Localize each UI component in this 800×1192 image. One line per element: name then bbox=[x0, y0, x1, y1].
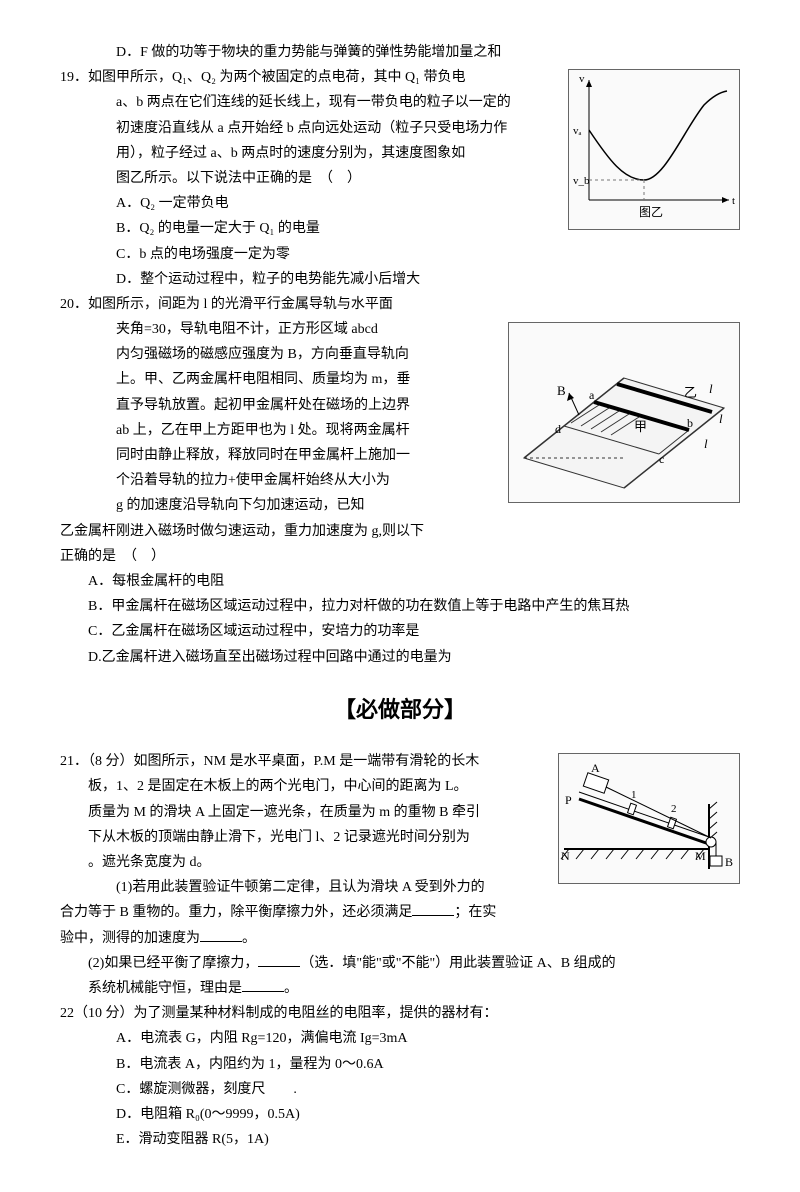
q22-points: （10 分） bbox=[74, 1006, 134, 1021]
q21-figure: A 1 2 B P N M bbox=[558, 753, 740, 884]
axis-t-label: t bbox=[732, 195, 735, 207]
inclined-rails-icon: B a b d c 甲 乙 l l l bbox=[509, 323, 739, 493]
q21-part1d: 验中，测得的加速度为 bbox=[60, 931, 200, 946]
q20-num: 20． bbox=[60, 297, 88, 312]
q21-num: 21． bbox=[60, 754, 88, 769]
svg-text:a: a bbox=[589, 388, 595, 402]
q21-blank2[interactable] bbox=[200, 927, 242, 942]
section-title: 【必做部分】 bbox=[60, 690, 740, 730]
axis-v-label: v bbox=[579, 73, 585, 85]
q22-optB: B．电流表 A，内阻约为 1，量程为 0～0.6A bbox=[60, 1052, 740, 1077]
svg-text:B: B bbox=[557, 383, 566, 398]
q20-optA: A．每根金属杆的电阻 bbox=[60, 569, 740, 594]
svg-text:M: M bbox=[695, 849, 706, 863]
velocity-graph-icon: t v vₐ v_b 图乙 bbox=[569, 70, 739, 220]
q22-optD: D．电阻箱 R₀(0～9999，0.5A) bbox=[60, 1102, 740, 1127]
q22-block: 22（10 分）为了测量某种材料制成的电阻丝的电阻率，提供的器材有： A．电流表… bbox=[60, 1001, 740, 1152]
q22-num: 22 bbox=[60, 1006, 74, 1021]
svg-text:b: b bbox=[687, 416, 693, 430]
svg-text:l: l bbox=[719, 411, 723, 426]
q20-stem1: 如图所示，间距为 l 的光滑平行金属导轨与水平面 bbox=[88, 297, 393, 312]
q22-optE: E．滑动变阻器 R(5，1A) bbox=[60, 1127, 740, 1152]
q21-stem1: 如图所示，NM 是水平桌面，P.M 是一端带有滑轮的长木 bbox=[134, 754, 480, 769]
q21-blank3[interactable] bbox=[258, 952, 300, 967]
q21-part2b: （选．填"能"或"不能"）用此装置验证 A、B 组成的 bbox=[300, 956, 615, 971]
q21-part1e: 。 bbox=[242, 931, 256, 946]
svg-text:P: P bbox=[565, 793, 572, 807]
svg-text:2: 2 bbox=[671, 803, 677, 815]
q18-option-d: D．F 做的功等于物块的重力势能与弹簧的弹性势能增加量之和 bbox=[60, 40, 740, 65]
q21-part2d: 。 bbox=[284, 981, 298, 996]
q19-optD: D．整个运动过程中，粒子的电势能先减小后增大 bbox=[60, 267, 740, 292]
q20-optC: C．乙金属杆在磁场区域运动过程中，安培力的功率是 bbox=[60, 619, 740, 644]
svg-text:d: d bbox=[555, 422, 561, 436]
incline-pulley-icon: A 1 2 B P N M bbox=[559, 754, 739, 874]
q20-stem11: 正确的是 （ ） bbox=[60, 544, 740, 569]
q21-part1b: 合力等于 B 重物的。重力，除平衡摩擦力外，还必须满足 bbox=[60, 905, 412, 920]
fig-caption: 图乙 bbox=[639, 205, 663, 219]
svg-text:B: B bbox=[725, 855, 733, 869]
q20-figure: B a b d c 甲 乙 l l l bbox=[508, 322, 740, 503]
svg-text:c: c bbox=[659, 452, 664, 466]
svg-text:A: A bbox=[591, 761, 600, 775]
q20-block: B a b d c 甲 乙 l l l 20．如图所示，间距为 l 的光滑平行金… bbox=[60, 292, 740, 670]
q19-block: t v vₐ v_b 图乙 19．如图甲所示，Q₁、Q₂ 为两个被固定的点电荷，… bbox=[60, 65, 740, 292]
va-label: vₐ bbox=[573, 125, 582, 137]
q21-part2a: (2)如果已经平衡了摩擦力， bbox=[88, 956, 258, 971]
q19-num: 19． bbox=[60, 70, 88, 85]
q19-figure: t v vₐ v_b 图乙 bbox=[568, 69, 740, 230]
q22-optC: C．螺旋测微器，刻度尺 . bbox=[60, 1077, 740, 1102]
q21-blank4[interactable] bbox=[242, 977, 284, 992]
q21-block: A 1 2 B P N M 21．（8 分）如图所示，NM 是水平桌面，P.M … bbox=[60, 749, 740, 1001]
svg-text:l: l bbox=[704, 436, 708, 451]
svg-text:l: l bbox=[709, 381, 713, 396]
q21-part2c: 系统机械能守恒，理由是 bbox=[88, 981, 242, 996]
vb-label: v_b bbox=[573, 175, 590, 187]
q22-optA: A．电流表 G，内阻 Rg=120，满偏电流 Ig=3mA bbox=[60, 1026, 740, 1051]
q21-points: （8 分） bbox=[88, 754, 134, 769]
q20-optD: D.乙金属杆进入磁场直至出磁场过程中回路中通过的电量为 bbox=[60, 645, 740, 670]
svg-text:乙: 乙 bbox=[684, 385, 697, 400]
svg-text:甲: 甲 bbox=[634, 419, 647, 434]
q21-blank1[interactable] bbox=[412, 901, 454, 916]
q20-stem10: 乙金属杆刚进入磁场时做匀速运动，重力加速度为 g,则以下 bbox=[60, 519, 740, 544]
q22-stem: 为了测量某种材料制成的电阻丝的电阻率，提供的器材有： bbox=[134, 1006, 498, 1021]
q21-part1c: ；在实 bbox=[454, 905, 496, 920]
q19-optC: C．b 点的电场强度一定为零 bbox=[60, 242, 740, 267]
q19-stem1: 如图甲所示，Q₁、Q₂ 为两个被固定的点电荷，其中 Q₁ 带负电 bbox=[88, 70, 465, 85]
svg-text:N: N bbox=[561, 849, 570, 863]
q20-optB: B．甲金属杆在磁场区域运动过程中，拉力对杆做的功在数值上等于电路中产生的焦耳热 bbox=[60, 594, 740, 619]
